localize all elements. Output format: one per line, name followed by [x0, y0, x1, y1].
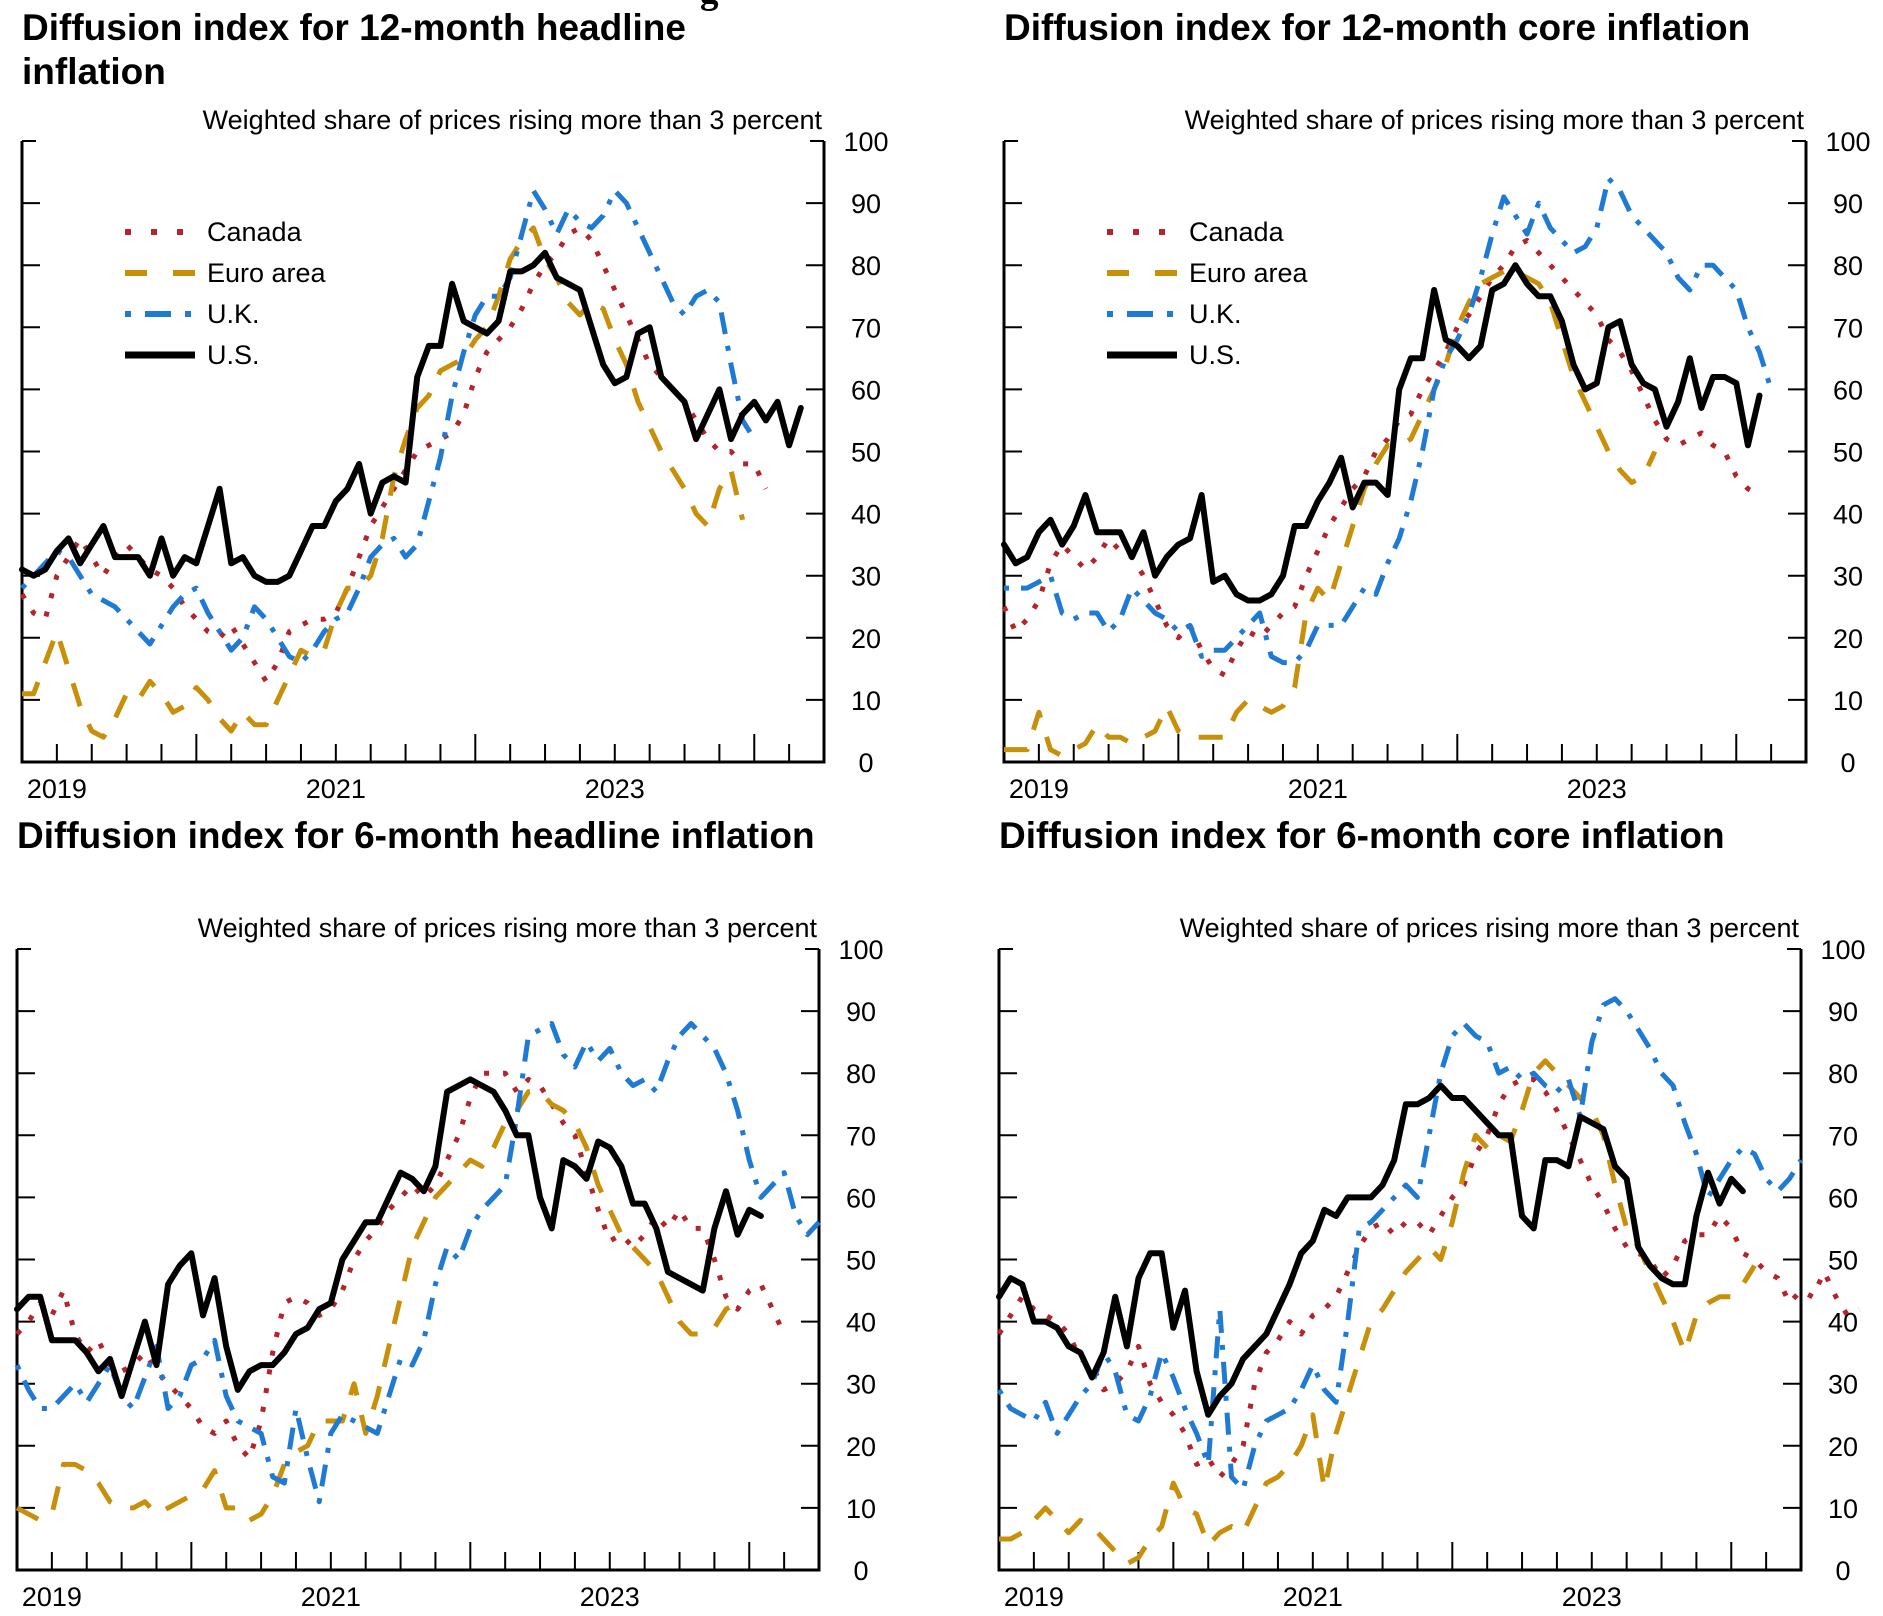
y-tick-label: 80 [1833, 251, 1863, 281]
y-tick-label: 20 [846, 1432, 876, 1462]
y-tick-label: 10 [851, 686, 881, 716]
plot-frame [20, 141, 826, 764]
y-tick-label: 20 [1828, 1432, 1858, 1462]
x-tick-label: 2021 [306, 774, 366, 804]
x-tick-label: 2019 [27, 774, 87, 804]
x-tick-label: 2021 [1283, 1582, 1343, 1612]
legend-label: Euro area [1189, 258, 1309, 288]
y-tick-label: 50 [1828, 1246, 1858, 1276]
x-tick-label: 2023 [585, 774, 645, 804]
y-tick-label: 30 [846, 1370, 876, 1400]
chart-subtitle: Weighted share of prices rising more tha… [203, 105, 823, 135]
y-tick-label: 0 [1835, 1556, 1850, 1586]
legend-label: Canada [1189, 217, 1285, 247]
y-tick-label: 0 [1840, 748, 1855, 778]
x-tick-label: 2023 [1567, 774, 1627, 804]
chart-title: Diffusion index for 12-month core inflat… [1004, 7, 1751, 48]
series-line-u-k [1004, 175, 1774, 666]
x-tick-label: 2019 [1009, 774, 1069, 804]
y-tick-label: 70 [1828, 1121, 1858, 1151]
y-tick-label: 70 [851, 313, 881, 343]
y-tick-label: 60 [1833, 375, 1863, 405]
y-tick-label: 60 [846, 1183, 876, 1213]
y-tick-label: 90 [1833, 189, 1863, 219]
y-tick-label: 40 [1833, 500, 1863, 530]
chart-12-month-core: Diffusion index for 12-month core inflat… [982, 0, 1883, 804]
chart-svg: Weighted share of prices rising more tha… [1001, 105, 1871, 804]
y-tick-label: 10 [1833, 686, 1863, 716]
chart-svg: Weighted share of prices rising more tha… [19, 105, 889, 804]
series-line-u-k [20, 188, 757, 666]
series-line-u-k [14, 1021, 821, 1505]
y-tick-label: 80 [1828, 1059, 1858, 1089]
y-tick-label: 80 [846, 1059, 876, 1089]
series-line-canada [19, 225, 769, 684]
chart-subtitle: Weighted share of prices rising more tha… [1180, 913, 1800, 943]
series-line-u-s [19, 249, 804, 585]
y-tick-label: 30 [1833, 562, 1863, 592]
series-line-canada [996, 1076, 1861, 1480]
y-tick-label: 80 [851, 251, 881, 281]
y-tick-label: 100 [1820, 935, 1865, 965]
y-tick-label: 30 [1828, 1370, 1858, 1400]
series-line-u-s [14, 1076, 764, 1400]
y-tick-label: 90 [851, 189, 881, 219]
x-tick-label: 2023 [580, 1582, 640, 1612]
legend-label: Canada [207, 217, 303, 247]
chart-title: Diffusion index for 6-month headline inf… [17, 815, 815, 856]
y-tick-label: 60 [851, 375, 881, 405]
chart-title: Diffusion index for 12-month headline in… [22, 7, 686, 92]
series-line-euro-area [1004, 268, 1658, 759]
y-tick-label: 0 [858, 748, 873, 778]
plot-frame [15, 949, 821, 1572]
plot-frame [997, 949, 1803, 1572]
x-tick-label: 2023 [1562, 1582, 1622, 1612]
series-line-u-k [996, 996, 1804, 1492]
legend-label: Euro area [207, 258, 327, 288]
y-tick-label: 100 [843, 127, 888, 157]
y-tick-label: 50 [846, 1246, 876, 1276]
chart-6-month-core: Diffusion index for 6-month core inflati… [977, 808, 1883, 1616]
y-tick-label: 100 [838, 935, 883, 965]
chart-subtitle: Weighted share of prices rising more tha… [1185, 105, 1805, 135]
y-tick-label: 20 [1833, 624, 1863, 654]
chart-title: Diffusion index for 6-month core inflati… [999, 815, 1725, 856]
series-line-u-s [996, 1082, 1746, 1418]
x-tick-label: 2019 [1004, 1582, 1064, 1612]
y-tick-label: 70 [846, 1121, 876, 1151]
series-line-euro-area [22, 225, 746, 740]
legend-label: U.S. [1189, 340, 1242, 370]
chart-svg: Weighted share of prices rising more tha… [14, 913, 884, 1612]
y-tick-label: 0 [853, 1556, 868, 1586]
y-tick-label: 40 [846, 1308, 876, 1338]
y-tick-label: 90 [846, 997, 876, 1027]
x-tick-label: 2021 [301, 1582, 361, 1612]
y-tick-label: 60 [1828, 1183, 1858, 1213]
chart-svg: Weighted share of prices rising more tha… [996, 913, 1866, 1612]
y-tick-label: 100 [1825, 127, 1870, 157]
chart-12-month-headline: Diffusion index for 12-month headline in… [0, 0, 940, 804]
y-tick-label: 70 [1833, 313, 1863, 343]
chart-6-month-headline: Diffusion index for 6-month headline inf… [0, 808, 935, 1616]
plot-frame [1002, 141, 1808, 764]
x-tick-label: 2019 [22, 1582, 82, 1612]
legend-label: U.S. [207, 340, 260, 370]
y-tick-label: 20 [851, 624, 881, 654]
legend-label: U.K. [1189, 299, 1242, 329]
y-tick-label: 10 [1828, 1494, 1858, 1524]
series-line-euro-area [15, 1089, 739, 1523]
y-tick-label: 10 [846, 1494, 876, 1524]
clipped-header-fragment: g [700, 0, 719, 13]
legend-label: U.K. [207, 299, 260, 329]
series-line-u-s [1001, 262, 1763, 604]
y-tick-label: 90 [1828, 997, 1858, 1027]
y-tick-label: 50 [851, 438, 881, 468]
x-tick-label: 2021 [1288, 774, 1348, 804]
y-tick-label: 30 [851, 562, 881, 592]
chart-subtitle: Weighted share of prices rising more tha… [198, 913, 818, 943]
y-tick-label: 50 [1833, 438, 1863, 468]
y-tick-label: 40 [851, 500, 881, 530]
